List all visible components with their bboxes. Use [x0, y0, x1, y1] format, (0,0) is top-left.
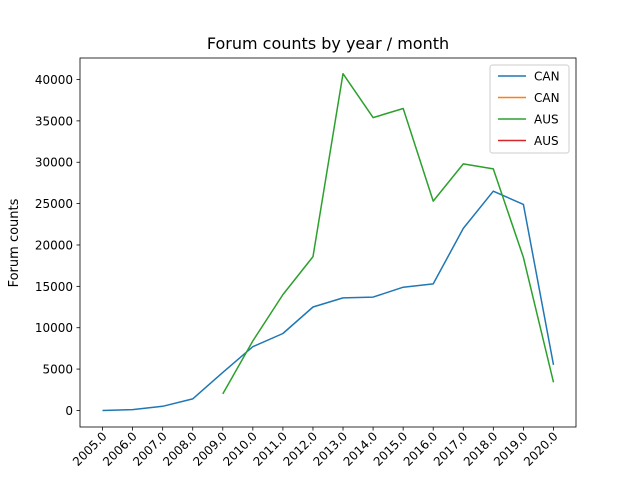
legend-box [489, 64, 570, 154]
legend-label-1: CAN [534, 91, 560, 105]
series-line-0 [102, 190, 555, 412]
y-axis-label: Forum counts [7, 198, 22, 287]
y-tick-label: 40000 [35, 73, 73, 87]
legend-label-2: AUS [534, 113, 559, 127]
y-tick-label: 15000 [35, 280, 73, 294]
y-tick-label: 35000 [35, 114, 73, 128]
y-tick-label: 0 [65, 404, 73, 418]
legend-label-0: CAN [534, 70, 560, 84]
y-tick-label: 25000 [35, 197, 73, 211]
legend: CAN CAN AUS AUS [489, 64, 570, 154]
chart-title: Forum counts by year / month [207, 34, 449, 53]
legend-label-3: AUS [534, 134, 559, 148]
axes-frame [79, 57, 577, 428]
y-tick-label: 10000 [35, 321, 73, 335]
series-line-2 [222, 72, 555, 395]
y-tick-label: 20000 [35, 238, 73, 252]
y-tick-label: 5000 [42, 363, 73, 377]
y-tick-label: 30000 [35, 156, 73, 170]
